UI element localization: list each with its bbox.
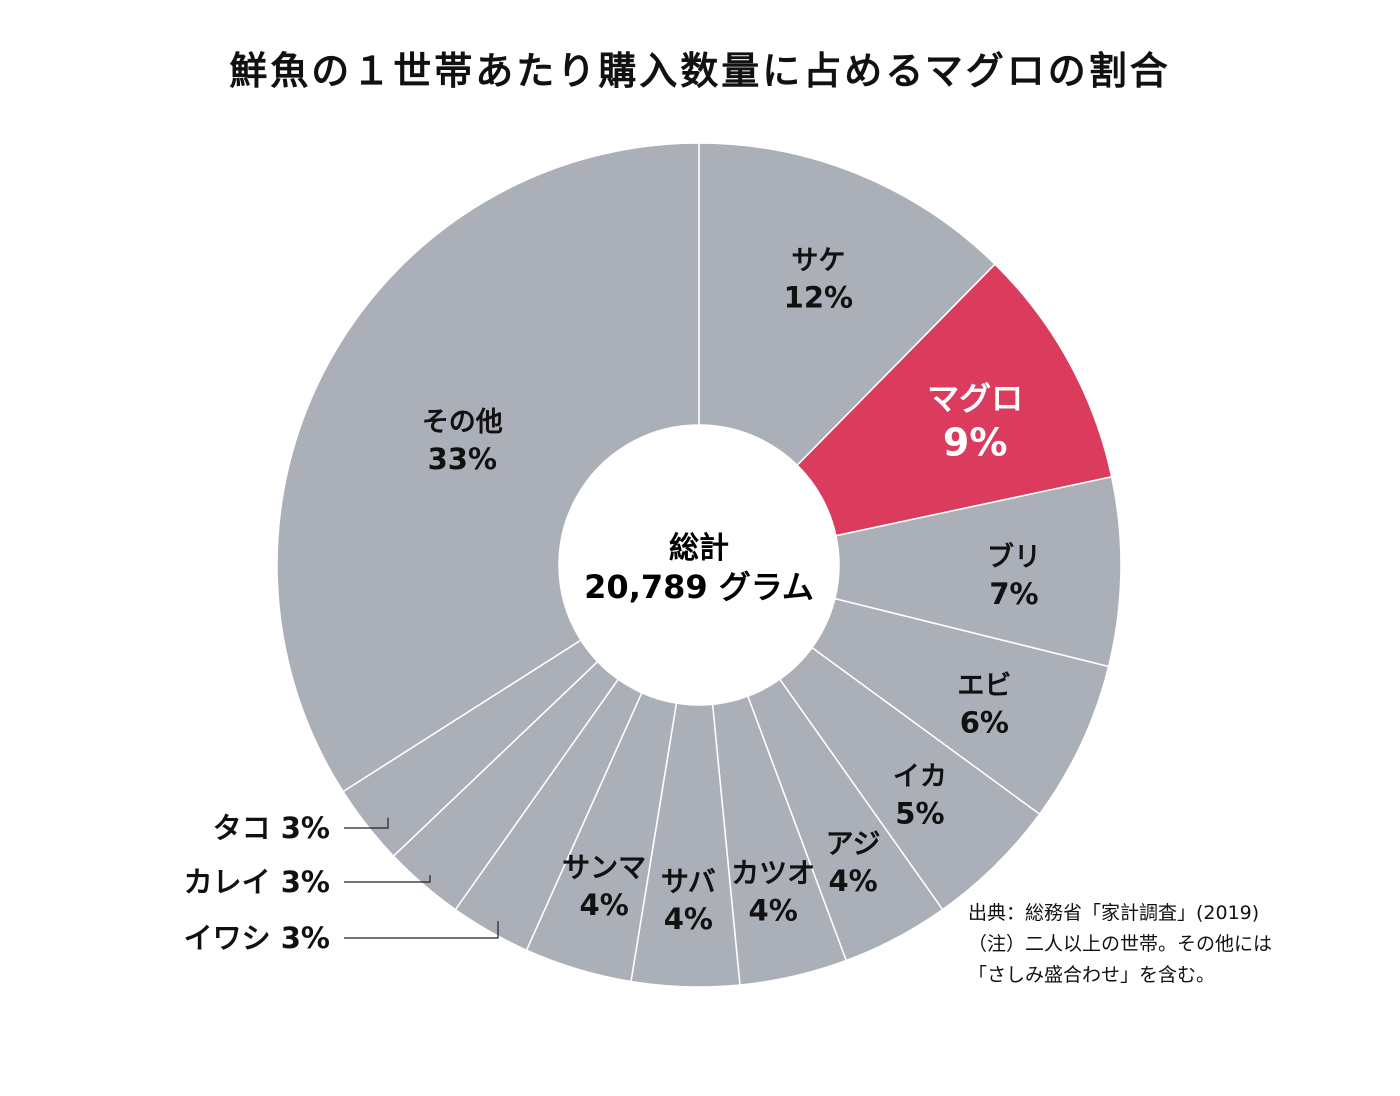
label-イワシ: イワシ 3% (184, 921, 330, 955)
footnote-line-2: （注）二人以上の世帯。その他には (968, 933, 1273, 955)
label-name-イカ: イカ (893, 762, 947, 793)
label-name-アジ: アジ (826, 827, 881, 860)
leader-タコ (344, 817, 389, 829)
footnote-line-1: 出典：総務省「家計調査」(2019) (968, 902, 1260, 924)
source-footnote: 出典：総務省「家計調査」(2019) （注）二人以上の世帯。その他には 「さしみ… (968, 898, 1272, 991)
label-value-マグロ: 9% (943, 420, 1008, 464)
label-value-その他: 33% (428, 442, 497, 476)
label-name-エビ: エビ (957, 670, 1011, 701)
chart-title: 鮮魚の１世帯あたり購入数量に占めるマグロの割合 (229, 49, 1171, 93)
label-value-カツオ: 4% (749, 894, 798, 928)
donut-hole (559, 425, 839, 705)
label-name-サバ: サバ (661, 865, 716, 898)
label-value-サバ: 4% (664, 902, 713, 936)
label-value-ブリ: 7% (989, 577, 1038, 611)
leader-イワシ (344, 921, 499, 939)
leader-カレイ (344, 875, 431, 883)
center-label: 総計 (669, 531, 729, 566)
label-name-サンマ: サンマ (562, 851, 646, 884)
label-value-エビ: 6% (960, 705, 1009, 739)
label-name-ブリ: ブリ (987, 541, 1041, 573)
label-name-カツオ: カツオ (731, 857, 815, 890)
label-カレイ: カレイ 3% (184, 865, 330, 899)
label-value-イカ: 5% (895, 797, 944, 831)
label-タコ: タコ 3% (213, 811, 330, 845)
footnote-line-3: 「さしみ盛合わせ」を含む。 (968, 964, 1216, 986)
label-name-サケ: サケ (791, 245, 845, 276)
center-value: 20,789 グラム (584, 568, 814, 606)
label-value-アジ: 4% (828, 864, 877, 898)
label-value-サンマ: 4% (580, 888, 629, 922)
label-value-サケ: 12% (784, 280, 853, 314)
label-name-その他: その他 (422, 407, 503, 438)
label-name-マグロ: マグロ (927, 379, 1023, 417)
slice-その他 (276, 142, 700, 793)
